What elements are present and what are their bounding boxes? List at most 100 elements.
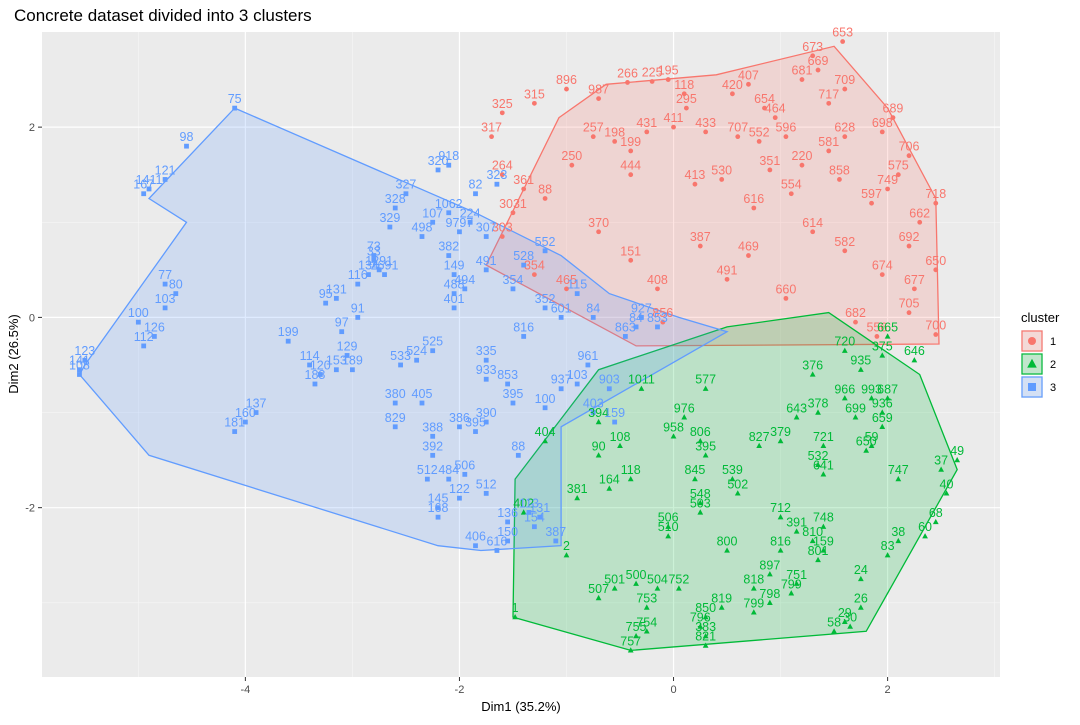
- cluster-3-point: [135, 319, 141, 325]
- cluster-2-point: [617, 442, 623, 448]
- cluster-2-point-label: 800: [717, 534, 738, 548]
- cluster-2-point-label: 659: [872, 411, 893, 425]
- cluster-3-point-label: 113: [519, 496, 539, 510]
- cluster-2-point: [627, 476, 634, 482]
- cluster-1-hull: [485, 45, 940, 347]
- cluster-2-point: [884, 552, 891, 558]
- cluster-3-point: [462, 471, 468, 477]
- cluster-3-point-label: 224: [460, 206, 481, 220]
- cluster-3-point: [526, 510, 532, 515]
- cluster-3-point: [451, 272, 457, 277]
- cluster-3-point-label: 1291: [365, 254, 393, 268]
- cluster-1-point-label: 195: [658, 64, 679, 78]
- cluster-1-point-label: 408: [647, 273, 668, 287]
- cluster-3-point-label: 108: [69, 358, 90, 372]
- cluster-3-point-label: 153: [326, 354, 347, 368]
- cluster-3-point-label: 80: [169, 278, 183, 292]
- cluster-3-point: [242, 419, 248, 425]
- cluster-2-point: [879, 423, 886, 429]
- cluster-3-point-label: 524: [406, 344, 427, 358]
- cluster-3-hull: [78, 107, 729, 552]
- cluster-2-point: [574, 495, 581, 501]
- cluster-3-point-label: 159: [604, 406, 625, 420]
- cluster-2-point: [922, 533, 928, 539]
- cluster-3-point-label: 168: [428, 501, 449, 515]
- cluster-1-point: [879, 129, 885, 135]
- cluster-1-point-label: 706: [899, 140, 920, 154]
- cluster-3-point-label: 189: [342, 354, 363, 368]
- cluster-3-point-label: 33: [367, 244, 381, 258]
- cluster-2-point-label: 993: [861, 382, 882, 396]
- cluster-1-point: [874, 334, 880, 339]
- cluster-1-point-label: 616: [743, 192, 764, 206]
- cluster-1-point: [499, 172, 505, 178]
- cluster-3-point: [333, 367, 339, 373]
- cluster-3-point: [590, 314, 596, 320]
- cluster-1-point: [628, 148, 634, 154]
- cluster-3-point: [382, 272, 387, 277]
- cluster-1-point: [660, 319, 666, 325]
- cluster-2-point-label: 754: [636, 615, 657, 629]
- cluster-3-point: [574, 291, 580, 297]
- cluster-2-point: [734, 490, 741, 496]
- y-tick-label: -2: [25, 503, 35, 515]
- cluster-3-point-label: 100: [535, 392, 556, 406]
- y-axis-label: Dim2 (26.5%): [6, 314, 21, 393]
- cluster-3-point: [435, 167, 441, 173]
- cluster-2-point-label: 58: [827, 615, 841, 629]
- cluster-3-point-label: 9797: [446, 216, 474, 230]
- cluster-2-point: [718, 604, 725, 610]
- cluster-3-point: [317, 372, 323, 377]
- plot-panel: [42, 32, 1000, 677]
- cluster-2-point-label: 850: [695, 601, 716, 615]
- cluster-3-point-label: 528: [513, 249, 534, 263]
- cluster-3-point-label: 323: [486, 168, 507, 182]
- cluster-3-point: [558, 314, 564, 320]
- cluster-3-point: [457, 424, 462, 430]
- cluster-3-point-label: 937: [551, 373, 572, 387]
- cluster-3-point-label: 149: [444, 259, 465, 273]
- cluster-3-point: [435, 514, 441, 520]
- cluster-1-point: [692, 181, 698, 187]
- cluster-2-point: [815, 556, 821, 563]
- cluster-3-point: [344, 353, 350, 358]
- y-axis: -2 0 2: [25, 122, 42, 515]
- cluster-3-point-label: 126: [144, 320, 165, 334]
- cluster-1-point-label: 698: [872, 116, 893, 130]
- cluster-2-point: [857, 366, 864, 372]
- cluster-3-point: [366, 272, 371, 277]
- cluster-2-point-label: 504: [647, 573, 668, 587]
- cluster-1-point-label: 387: [690, 230, 711, 244]
- cluster-1-point: [596, 229, 602, 235]
- cluster-2-point: [542, 437, 548, 444]
- cluster-2-point: [879, 352, 886, 358]
- cluster-3-point: [232, 105, 238, 111]
- cluster-3-point-label: 103: [567, 368, 588, 382]
- cluster-2-point-label: 1: [512, 601, 519, 615]
- cluster-2-point: [697, 499, 704, 506]
- x-axis: -4 -2 0 2: [240, 677, 891, 696]
- cluster-3-point: [162, 305, 168, 311]
- cluster-1-point-label: 351: [759, 154, 780, 168]
- cluster-2-point: [868, 442, 875, 448]
- cluster-1-point: [735, 134, 741, 140]
- cluster-3-point-label: 103: [155, 292, 176, 306]
- cluster-3-point-label: 114: [300, 349, 320, 363]
- cluster-2-point-label: 751: [786, 568, 807, 582]
- cluster-1-point-label: 718: [925, 187, 946, 201]
- cluster-3-point: [355, 314, 361, 320]
- cluster-2-point: [563, 552, 570, 558]
- cluster-3-point-label: 137: [246, 397, 267, 411]
- cluster-1-point: [756, 139, 762, 144]
- cluster-3-point: [446, 162, 452, 168]
- cluster-2-point-label: 819: [711, 592, 732, 606]
- cluster-1-point-label: 650: [925, 254, 946, 268]
- cluster-2-point-label: 24: [854, 563, 868, 577]
- cluster-2-point-label: 2: [563, 539, 570, 553]
- cluster-2-point: [895, 476, 902, 482]
- cluster-3-point-label: 95: [319, 287, 333, 301]
- cluster-3-point: [253, 410, 259, 415]
- cluster-2-point-label: 37: [934, 454, 948, 468]
- cluster-1-point: [895, 172, 901, 178]
- cluster-2-point-label: 665: [877, 320, 898, 334]
